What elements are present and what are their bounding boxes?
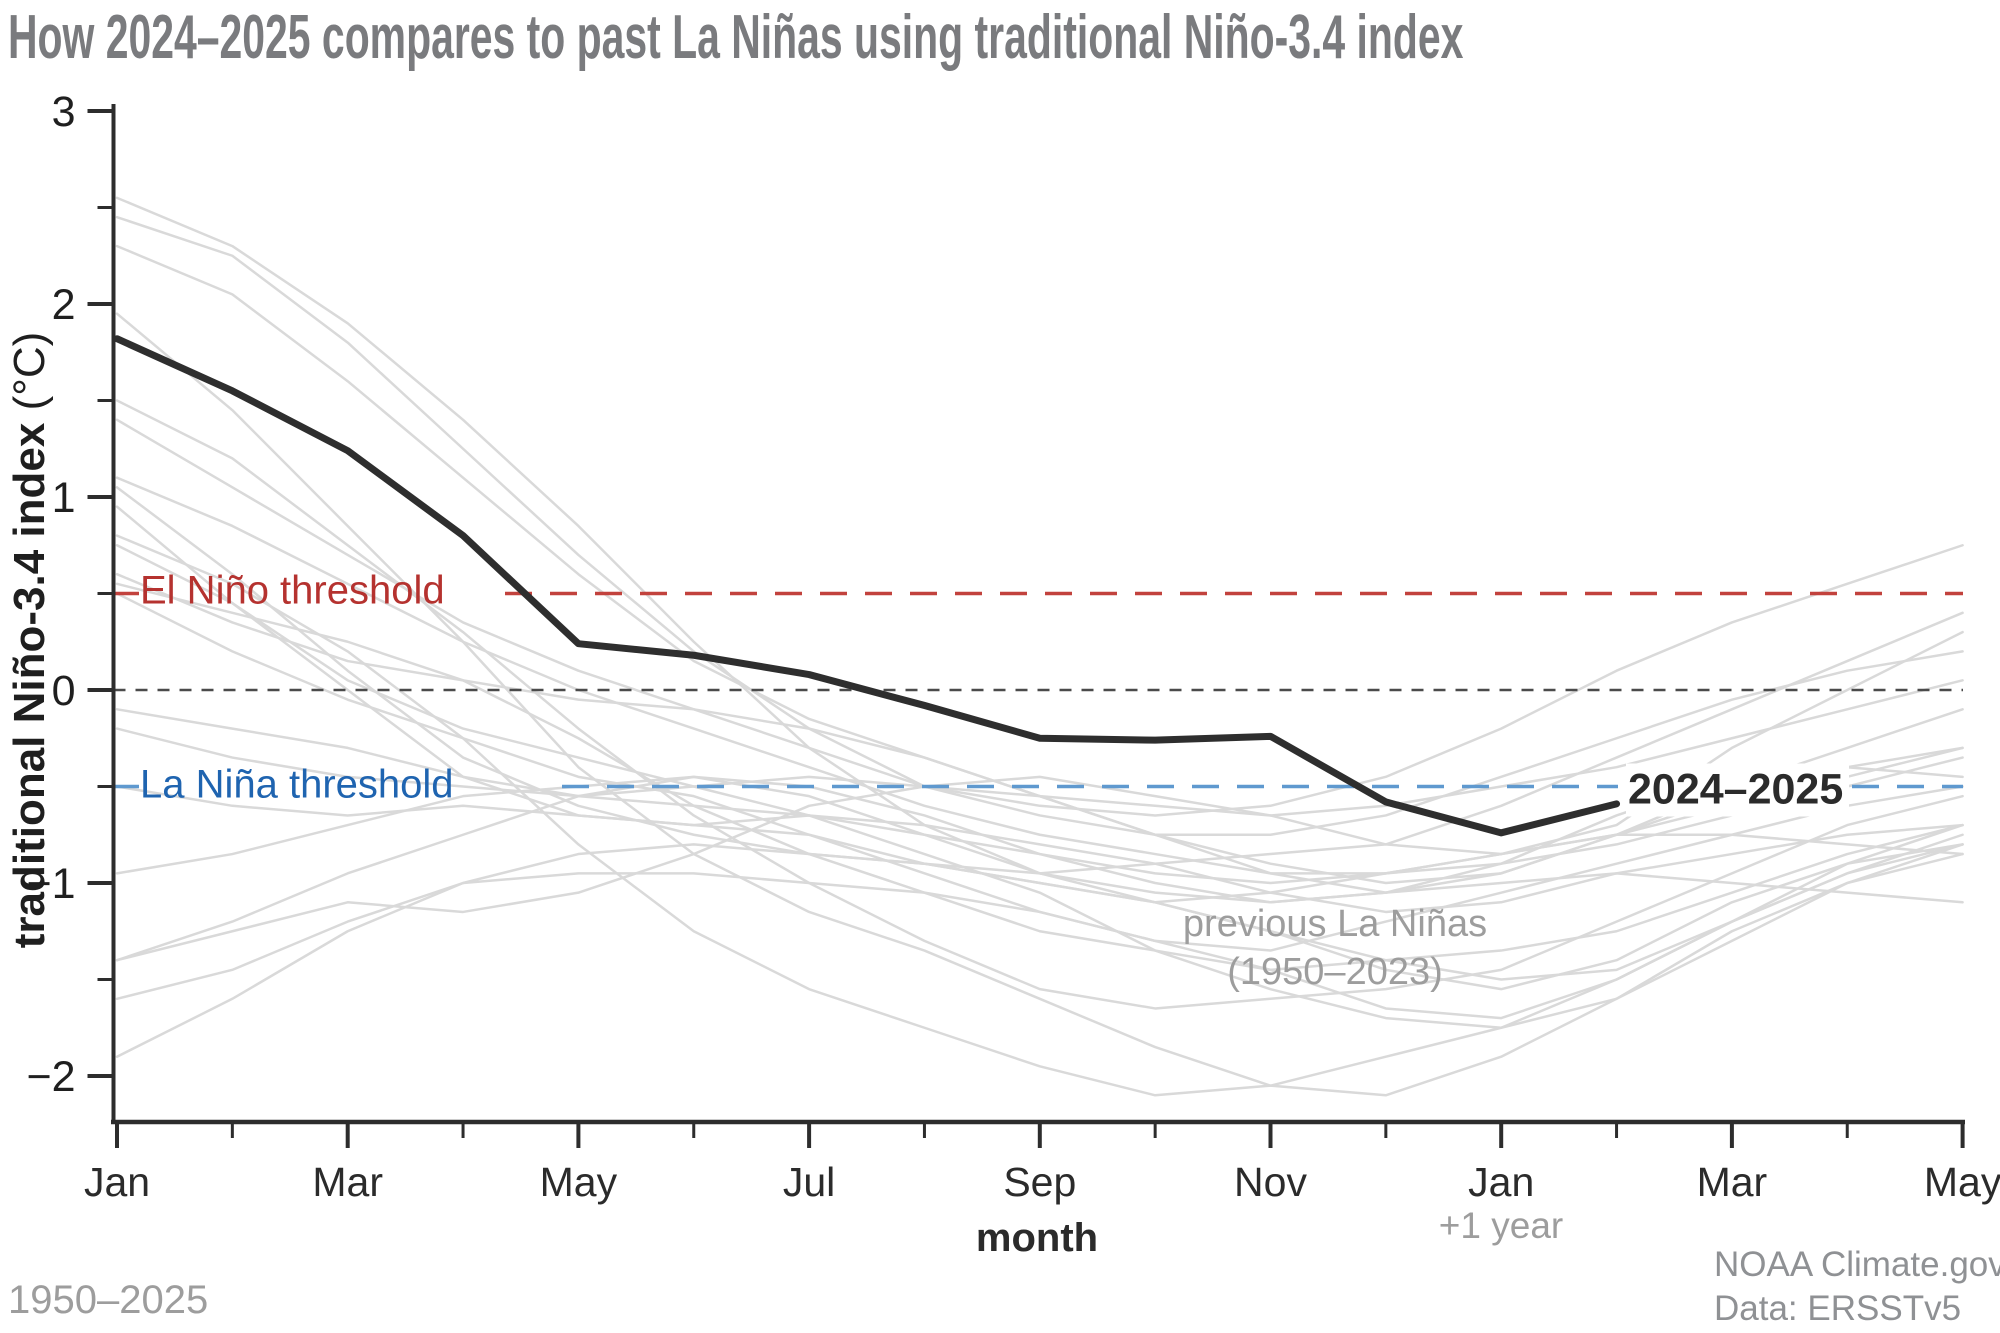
plus-one-year-label: +1 year: [1438, 1205, 1564, 1246]
prev-la-nina-line: [115, 582, 1964, 972]
x-tick-label: Nov: [1234, 1159, 1307, 1205]
y-axis-title-main: traditional Niño-3.4 index: [5, 422, 54, 949]
prev-la-nina-line: [115, 679, 1964, 817]
line-2024-2025: [113, 335, 1621, 837]
prev-la-nina-line: [115, 505, 1964, 1029]
y-tick-label: −2: [26, 1053, 75, 1101]
y-tick-label: 3: [52, 88, 76, 136]
prev-la-nina-line: [115, 843, 1964, 1058]
year-range-label: 1950–2025: [8, 1278, 209, 1322]
previous-la-ninas-line2: (1950–2023): [1227, 951, 1443, 993]
source-credit: NOAA Climate.gov Data: ERSSTv5: [1714, 1243, 2000, 1331]
page-title: How 2024–2025 compares to past La Niñas …: [8, 3, 1464, 72]
prev-la-nina-line: [115, 486, 1964, 875]
prev-la-nina-line: [115, 823, 1964, 1020]
credit-data: Data: ERSSTv5: [1714, 1289, 1962, 1328]
x-tick-label: Jan: [1468, 1159, 1534, 1205]
previous-la-ninas-line1: previous La Niñas: [1182, 903, 1488, 945]
y-tick-label: −1: [26, 860, 75, 908]
prev-la-nina-line: [115, 476, 1964, 875]
x-tick-label: Jul: [783, 1159, 835, 1205]
y-axis-title-unit: (°C): [5, 331, 54, 423]
prev-la-nina-line: [115, 215, 1964, 836]
x-tick-label: May: [540, 1159, 618, 1205]
x-tick-label: Sep: [1003, 1159, 1076, 1205]
prev-la-nina-line: [115, 418, 1964, 817]
y-axis-title: traditional Niño-3.4 index (°C): [5, 332, 55, 949]
x-tick-label: Jan: [84, 1159, 150, 1205]
previous-la-ninas-label: previous La Niñas (1950–2023): [1183, 900, 1487, 996]
y-tick-label: 2: [52, 281, 76, 329]
el-nino-threshold-label: El Niño threshold: [140, 568, 445, 613]
y-tick-label: 0: [52, 667, 76, 715]
x-axis-title: month: [975, 1216, 1099, 1260]
prev-la-nina-line: [115, 746, 1964, 962]
prev-la-nina-line: [115, 785, 1964, 914]
la-nina-threshold-label: La Niña threshold: [140, 762, 454, 807]
y-tick-label: 1: [52, 474, 76, 522]
x-tick-label: May: [1924, 1159, 2000, 1205]
credit-site: NOAA Climate.gov: [1714, 1245, 2000, 1284]
x-tick-label: Mar: [1697, 1159, 1768, 1205]
current-series-label: 2024–2025: [1626, 763, 1850, 817]
prev-la-nina-line: [115, 399, 1964, 1010]
x-tick-label: Mar: [312, 1159, 383, 1205]
